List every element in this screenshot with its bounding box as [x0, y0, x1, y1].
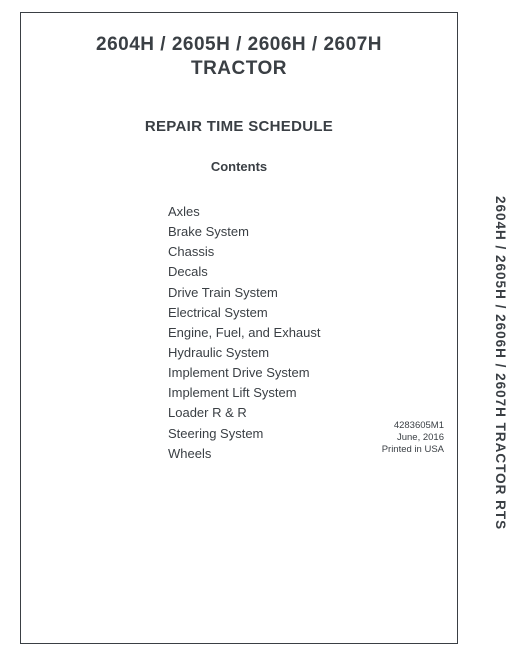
toc-item: Brake System: [168, 222, 430, 242]
document-subtitle: REPAIR TIME SCHEDULE: [48, 118, 430, 135]
toc-item: Implement Lift System: [168, 383, 430, 403]
page-content: 2604H / 2605H / 2606H / 2607H TRACTOR RE…: [20, 12, 458, 464]
toc-item: Implement Drive System: [168, 363, 430, 383]
title-models: 2604H / 2605H / 2606H / 2607H: [48, 34, 430, 56]
toc-item: Electrical System: [168, 303, 430, 323]
contents-heading: Contents: [48, 159, 430, 174]
toc-item: Engine, Fuel, and Exhaust: [168, 323, 430, 343]
side-tab-text: 2604H / 2605H / 2606H / 2607H TRACTOR RT…: [493, 196, 508, 530]
footer-doc-number: 4283605M1: [382, 420, 444, 432]
toc-item: Decals: [168, 262, 430, 282]
toc-item: Hydraulic System: [168, 343, 430, 363]
toc-item: Axles: [168, 202, 430, 222]
title-product: TRACTOR: [48, 58, 430, 80]
footer-printed: Printed in USA: [382, 444, 444, 456]
toc-item: Drive Train System: [168, 283, 430, 303]
toc-item: Chassis: [168, 242, 430, 262]
page-footer: 4283605M1 June, 2016 Printed in USA: [382, 420, 444, 456]
footer-date: June, 2016: [382, 432, 444, 444]
